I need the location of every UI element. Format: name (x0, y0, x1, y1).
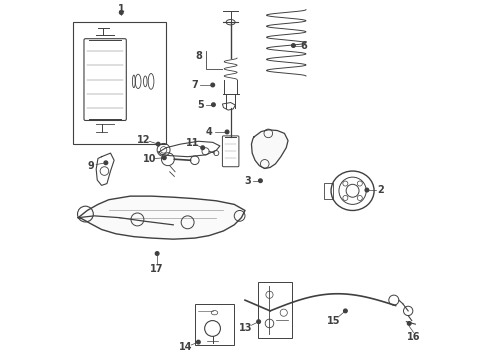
Text: 15: 15 (327, 316, 341, 325)
Text: 3: 3 (244, 176, 251, 186)
Circle shape (196, 340, 200, 344)
Circle shape (212, 103, 215, 107)
Text: 1: 1 (118, 4, 124, 14)
Circle shape (211, 83, 215, 87)
Text: 7: 7 (192, 80, 198, 90)
Circle shape (155, 252, 159, 255)
Text: 9: 9 (87, 161, 94, 171)
Circle shape (365, 188, 368, 192)
Text: 2: 2 (377, 185, 384, 195)
Circle shape (257, 320, 260, 323)
Text: 5: 5 (197, 100, 203, 110)
Circle shape (104, 161, 108, 165)
Circle shape (120, 11, 123, 14)
Bar (195, 304, 234, 345)
Text: 8: 8 (195, 51, 202, 61)
Circle shape (292, 44, 295, 47)
Bar (258, 282, 292, 338)
Bar (73, 22, 166, 144)
Circle shape (259, 179, 262, 183)
Text: 13: 13 (239, 323, 253, 333)
Text: 11: 11 (186, 139, 199, 148)
Bar (324, 183, 333, 199)
Circle shape (343, 309, 347, 313)
Text: 6: 6 (301, 41, 308, 50)
Text: 17: 17 (150, 264, 164, 274)
Circle shape (201, 146, 204, 149)
Text: 12: 12 (137, 135, 150, 145)
Circle shape (156, 142, 160, 146)
Text: 16: 16 (407, 332, 420, 342)
Circle shape (163, 156, 166, 159)
Text: 4: 4 (206, 127, 213, 137)
Circle shape (408, 321, 411, 325)
Text: 14: 14 (179, 342, 193, 352)
Circle shape (225, 130, 229, 134)
Text: 10: 10 (143, 154, 157, 164)
